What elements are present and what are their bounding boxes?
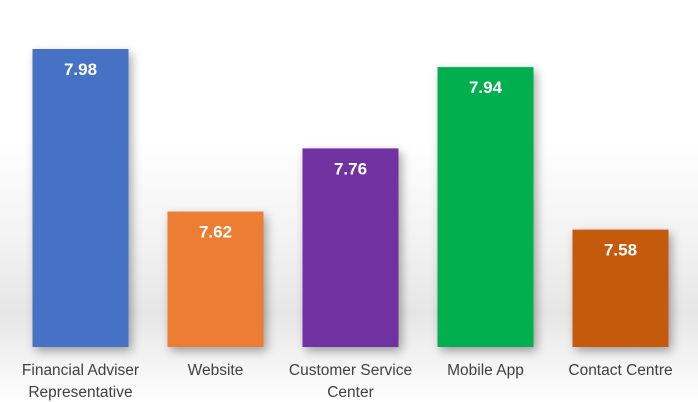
category-label-0-line-0: Financial Adviser bbox=[22, 362, 139, 379]
category-label-4-line-0: Contact Centre bbox=[568, 362, 672, 379]
bar-2 bbox=[302, 148, 399, 347]
bar-3 bbox=[437, 67, 534, 347]
data-label-3: 7.94 bbox=[469, 78, 503, 97]
category-label-1-line-0: Website bbox=[188, 362, 244, 379]
data-label-1: 7.62 bbox=[199, 223, 232, 242]
category-label-2-line-0: Customer Service bbox=[289, 362, 412, 379]
bar-0 bbox=[32, 49, 129, 347]
data-label-2: 7.76 bbox=[334, 159, 367, 178]
bar-1 bbox=[167, 211, 264, 347]
category-label-3-line-0: Mobile App bbox=[447, 362, 524, 379]
data-labels-group: 7.98 7.62 7.76 7.94 7.58 bbox=[64, 60, 637, 260]
category-label-2-line-1: Center bbox=[327, 384, 374, 401]
category-labels-group: Financial Adviser Representative Website Cu… bbox=[22, 362, 673, 401]
data-label-4: 7.58 bbox=[604, 241, 637, 260]
bar-4 bbox=[572, 229, 669, 347]
category-label-0-line-1: Representative bbox=[28, 384, 132, 401]
bars-group bbox=[32, 49, 669, 347]
data-label-0: 7.98 bbox=[64, 60, 97, 79]
